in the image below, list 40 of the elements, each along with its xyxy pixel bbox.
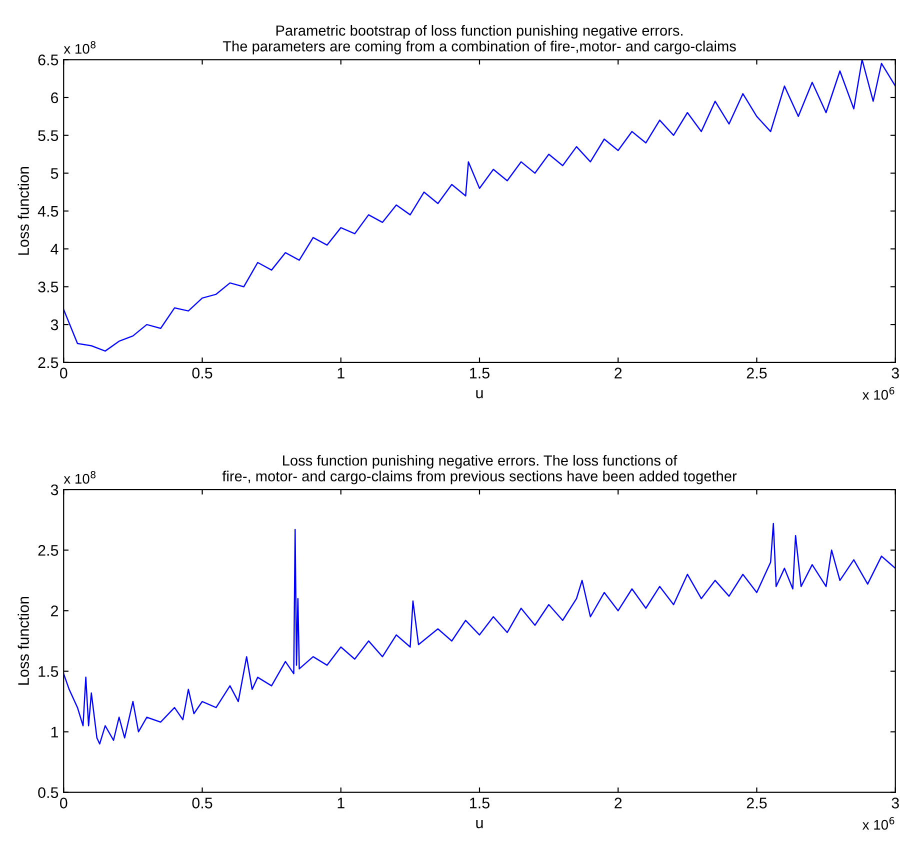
y-tick-label: 6 bbox=[51, 92, 58, 104]
x-tick-label: 3 bbox=[892, 798, 899, 808]
y-tick-label: 2.5 bbox=[38, 545, 58, 556]
x-tick-label: 0 bbox=[60, 798, 68, 808]
x-tick-label: 0.5 bbox=[192, 798, 212, 808]
y-tick-label: 1 bbox=[51, 726, 58, 738]
chart-title: Parametric bootstrap of loss function punishing negative errors. The parameters are coming from a combination of fire-,motor- and cargo-claims bbox=[222, 25, 736, 54]
x-tick-label: 0 bbox=[60, 368, 68, 378]
y-tick-label: 5 bbox=[50, 168, 58, 179]
chart-title: Loss function punishing negative errors. The loss functions of fire-, motor- and cargo-claims from previous sections have been added together bbox=[222, 454, 737, 484]
y-tick-label: 2 bbox=[51, 606, 58, 616]
y-tick-label: 3 bbox=[50, 484, 58, 496]
y-tick-label: 4 bbox=[50, 244, 58, 254]
line-series bbox=[64, 522, 896, 745]
x-axis-title: u bbox=[476, 390, 483, 398]
x-tick-label: 0.5 bbox=[192, 368, 212, 378]
y-tick-label: 5.5 bbox=[38, 130, 58, 142]
y-tick-label: 3.5 bbox=[38, 282, 58, 292]
text: x 10$^{6}$ bbox=[862, 387, 894, 400]
y-axis-title: Loss function bbox=[18, 596, 29, 685]
y-tick-label: 0.5 bbox=[38, 787, 58, 798]
y-axis-title: Loss function bbox=[18, 167, 29, 255]
text: x 10$^{6}$ bbox=[862, 817, 894, 830]
x-tick-label: 2.5 bbox=[746, 368, 767, 378]
x-tick-label: 2.5 bbox=[746, 798, 767, 808]
x-tick-label: 1 bbox=[338, 798, 344, 808]
x-tick-label: 1.5 bbox=[470, 368, 490, 378]
text: x 10$^{8}$ bbox=[64, 41, 96, 54]
text: x 10$^{8}$ bbox=[64, 471, 96, 484]
x-axis-title: u bbox=[476, 820, 483, 828]
y-tick-label: 1.5 bbox=[38, 666, 58, 677]
x-tick-label: 1.5 bbox=[470, 798, 490, 808]
y-tick-label: 2.5 bbox=[38, 357, 58, 368]
y-tick-label: 4.5 bbox=[38, 206, 58, 217]
y-tick-label: 3 bbox=[50, 319, 58, 330]
x-tick-label: 2 bbox=[614, 798, 622, 808]
x-tick-label: 3 bbox=[892, 368, 899, 378]
x-tick-label: 2 bbox=[614, 368, 622, 378]
y-tick-label: 6.5 bbox=[38, 54, 58, 66]
x-tick-label: 1 bbox=[338, 368, 344, 378]
